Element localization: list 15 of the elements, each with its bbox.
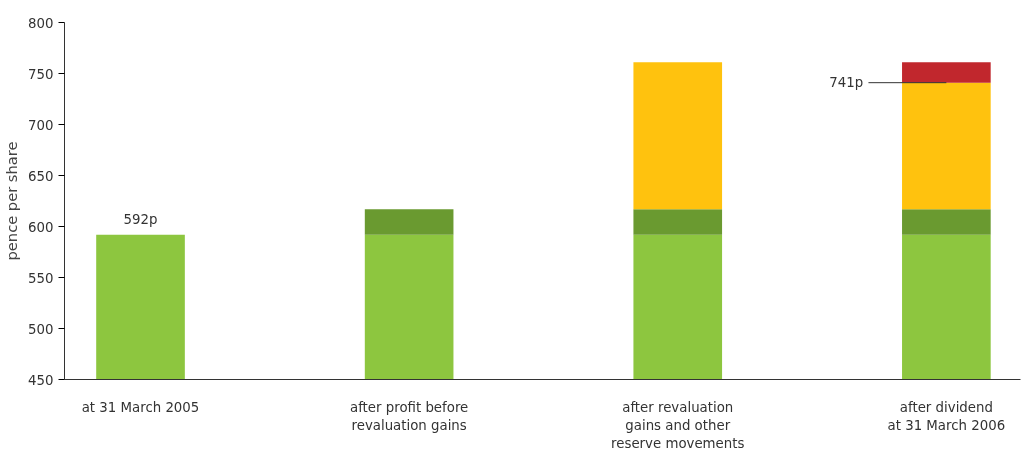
- annotation: 741p: [829, 75, 864, 91]
- x-tick-label: after dividend at 31 March 2006: [887, 399, 1006, 433]
- x-tick-label: after profit before revaluation gains: [349, 399, 469, 433]
- y-tick-label: 700: [28, 117, 54, 133]
- annotation: 592p: [123, 211, 158, 227]
- y-tick-label: 750: [28, 66, 54, 82]
- y-axis-title: pence per share: [3, 141, 21, 261]
- y-tick-label: 600: [28, 219, 54, 235]
- y-tick-label: 650: [28, 168, 54, 184]
- y-tick-label: 450: [28, 372, 54, 388]
- y-tick-label: 800: [28, 15, 54, 31]
- x-tick-label: after revaluation gains and other reserve movements: [611, 399, 745, 451]
- x-tick-label: at 31 March 2005: [81, 399, 200, 415]
- y-tick-label: 500: [28, 321, 54, 337]
- y-tick-label: 550: [28, 270, 54, 286]
